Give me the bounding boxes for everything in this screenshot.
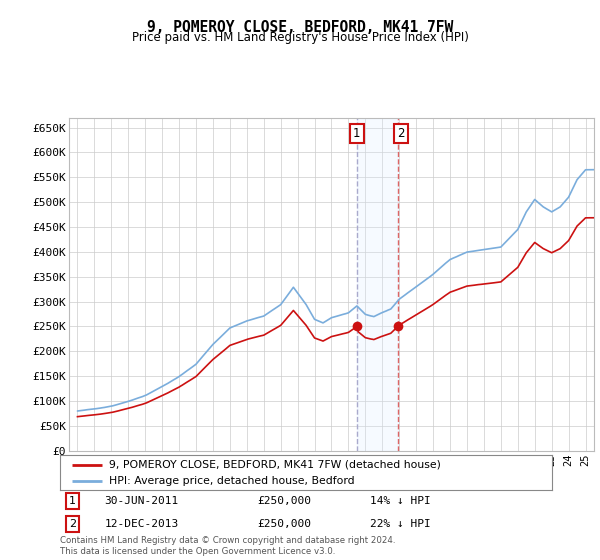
Text: 30-JUN-2011: 30-JUN-2011 <box>104 496 179 506</box>
Text: 1: 1 <box>69 496 76 506</box>
Text: 9, POMEROY CLOSE, BEDFORD, MK41 7FW: 9, POMEROY CLOSE, BEDFORD, MK41 7FW <box>147 20 453 35</box>
Text: HPI: Average price, detached house, Bedford: HPI: Average price, detached house, Bedf… <box>109 475 355 486</box>
Text: 9, POMEROY CLOSE, BEDFORD, MK41 7FW (detached house): 9, POMEROY CLOSE, BEDFORD, MK41 7FW (det… <box>109 460 441 470</box>
Text: 2: 2 <box>397 127 405 140</box>
Text: £250,000: £250,000 <box>257 519 311 529</box>
Text: 1: 1 <box>353 127 361 140</box>
Bar <box>357 118 398 451</box>
Text: 12-DEC-2013: 12-DEC-2013 <box>104 519 179 529</box>
Text: 14% ↓ HPI: 14% ↓ HPI <box>370 496 431 506</box>
Text: £250,000: £250,000 <box>257 496 311 506</box>
Text: Price paid vs. HM Land Registry's House Price Index (HPI): Price paid vs. HM Land Registry's House … <box>131 31 469 44</box>
Text: 22% ↓ HPI: 22% ↓ HPI <box>370 519 431 529</box>
Text: 2: 2 <box>69 519 76 529</box>
Text: Contains HM Land Registry data © Crown copyright and database right 2024.
This d: Contains HM Land Registry data © Crown c… <box>60 536 395 556</box>
